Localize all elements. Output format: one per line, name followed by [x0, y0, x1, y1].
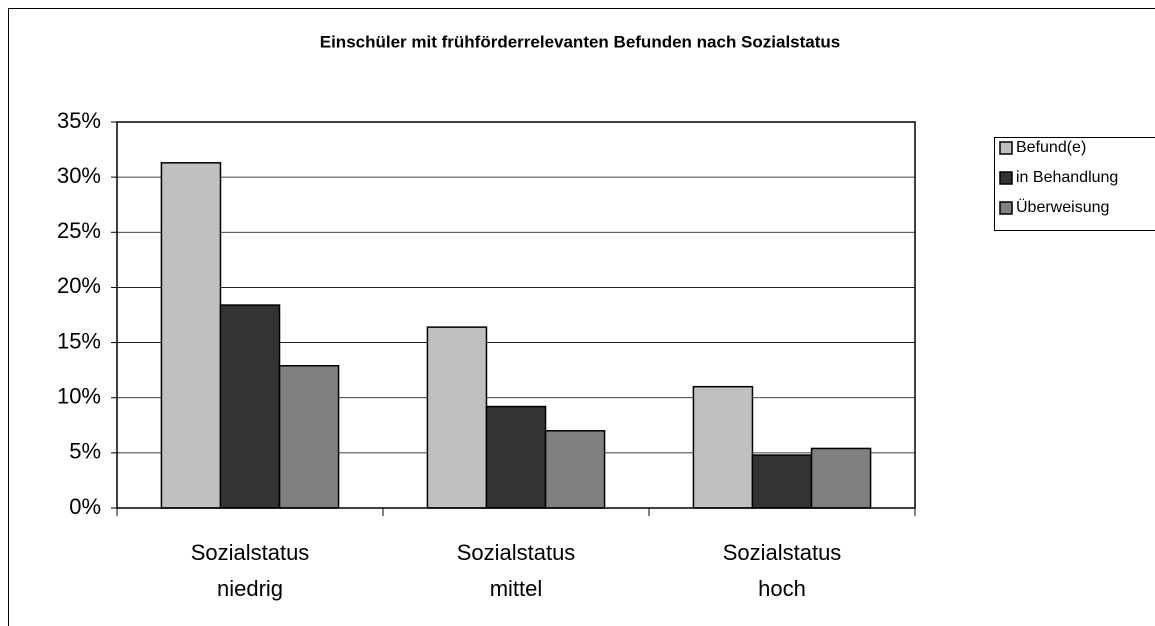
bar: [544, 430, 606, 509]
chart-title: Einschüler mit frühförderrelevanten Befu…: [320, 32, 841, 51]
bar: [810, 447, 872, 509]
legend-swatch: [999, 141, 1013, 155]
legend-label: in Behandlung: [1016, 169, 1118, 186]
bar: [278, 364, 340, 509]
legend-box: [994, 137, 1155, 231]
legend-swatch: [999, 171, 1013, 185]
bar: [692, 385, 754, 509]
y-tick-label: 10%: [57, 384, 101, 409]
bar: [426, 326, 488, 509]
bar: [219, 304, 281, 509]
y-tick-label: 25%: [57, 218, 101, 243]
legend-label: Überweisung: [1016, 198, 1109, 216]
bar: [751, 454, 813, 509]
x-tick-label: Sozialstatus mittel: [456, 540, 576, 601]
x-tick-label: Sozialstatus niedrig: [190, 540, 310, 601]
bar: [160, 162, 222, 509]
plot-border: [116, 121, 916, 509]
y-tick-label: 15%: [57, 328, 101, 353]
y-tick-label: 0%: [69, 494, 101, 519]
legend-label: Befund(e): [1016, 139, 1086, 156]
y-tick-label: 35%: [57, 108, 101, 133]
y-tick-label: 30%: [57, 163, 101, 188]
y-tick-label: 5%: [69, 439, 101, 464]
bar: [485, 405, 547, 509]
x-tick-label: Sozialstatus hoch: [722, 540, 842, 601]
legend-swatch: [999, 201, 1013, 215]
y-tick-label: 20%: [57, 273, 101, 298]
